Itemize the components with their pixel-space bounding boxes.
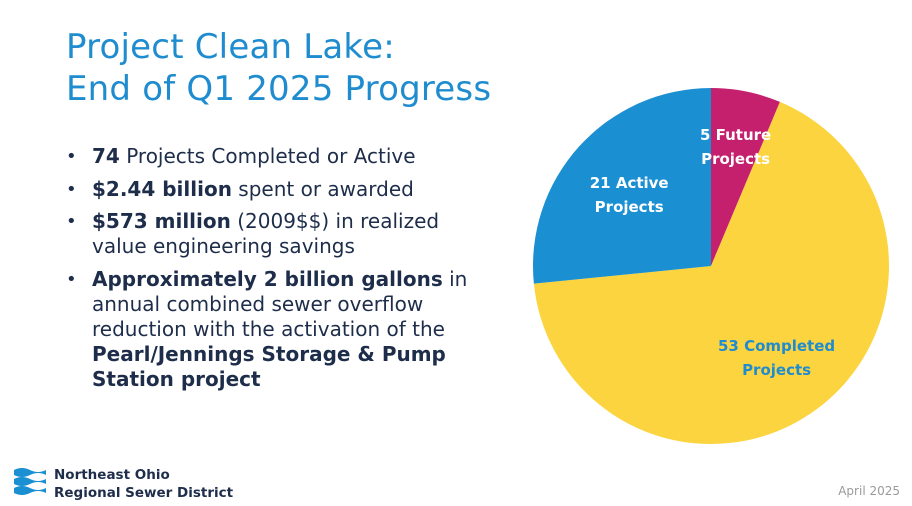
- pie-slice-53-completed-projects: [533, 101, 889, 444]
- organization-name: Northeast Ohio Regional Sewer District: [54, 466, 233, 502]
- bullet-projects-value: 74: [92, 144, 120, 168]
- bullet-overflow: Approximately 2 billion gallons in annua…: [66, 267, 486, 392]
- bullet-savings-text: (2009$$) in realized: [230, 209, 440, 233]
- bullet-overflow-line-3: reduction with the activation of the: [92, 317, 445, 341]
- pie-slice-21-active-projects: [533, 88, 711, 284]
- bullet-savings-value: $573 million: [92, 209, 231, 233]
- bullet-projects: 74 Projects Completed or Active: [66, 144, 486, 169]
- pie-slice-5-future-projects: [711, 88, 780, 266]
- pie-label-5-future-projects: 5 Future Projects: [700, 126, 771, 168]
- bullet-savings-line-2: value engineering savings: [92, 234, 355, 258]
- sewer-district-logo-icon: [14, 468, 46, 495]
- progress-bullet-list: 74 Projects Completed or Active $2.44 bi…: [66, 144, 486, 392]
- page-title: Project Clean Lake: End of Q1 2025 Progr…: [66, 26, 491, 110]
- pie-label-21-active-projects: 21 Active Projects: [590, 174, 669, 216]
- bullet-overflow-line-2: annual combined sewer overflow: [92, 292, 424, 316]
- bullet-projects-text: Projects Completed or Active: [119, 144, 416, 168]
- organization-name-line-1: Northeast Ohio: [54, 467, 170, 483]
- bullet-overflow-project-line-2: Station project: [92, 367, 261, 391]
- bullet-spent-text: spent or awarded: [231, 177, 414, 201]
- bullet-overflow-value: Approximately 2 billion gallons: [92, 267, 443, 291]
- bullet-spent-value: $2.44 billion: [92, 177, 232, 201]
- bullet-spent: $2.44 billion spent or awarded: [66, 177, 486, 202]
- bullet-savings: $573 million (2009$$) in realized value …: [66, 209, 486, 259]
- title-line-1: Project Clean Lake:: [66, 27, 395, 67]
- title-line-2: End of Q1 2025 Progress: [66, 69, 492, 109]
- bullet-overflow-text: in: [442, 267, 468, 291]
- project-status-pie-chart: 5 Future Projects 53 Completed Projects 21 A…: [533, 88, 889, 444]
- slide-date: April 2025: [838, 484, 900, 498]
- bullet-overflow-project-line-1: Pearl/Jennings Storage & Pump: [92, 342, 446, 366]
- organization-name-line-2: Regional Sewer District: [54, 485, 234, 501]
- pie-label-53-completed-projects: 53 Completed Projects: [718, 337, 835, 379]
